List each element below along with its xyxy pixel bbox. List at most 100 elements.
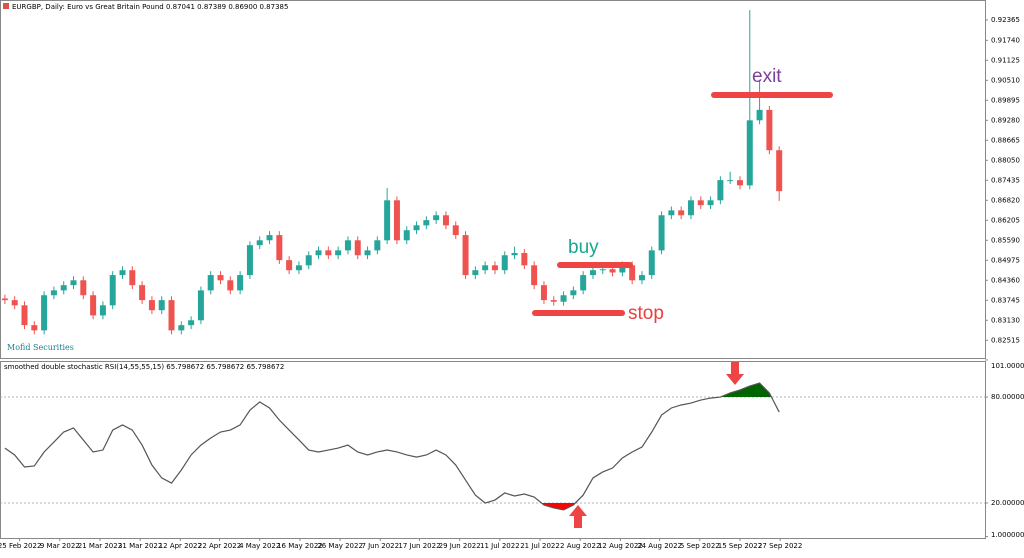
candle-body: [384, 200, 391, 241]
candle-body: [90, 295, 97, 316]
candle-body: [687, 200, 694, 216]
candle-body: [197, 290, 204, 321]
y-tick-label: 0.82515: [991, 336, 1020, 344]
candle-body: [374, 240, 381, 251]
stop-label: stop: [628, 303, 664, 324]
x-tick-label: 12 Aug 2022: [598, 542, 643, 550]
indicator-panel: [0, 361, 986, 539]
y-tick-label: 0.88050: [991, 156, 1020, 164]
exit-label: exit: [752, 66, 782, 87]
y-tick-label: 0.89280: [991, 116, 1020, 124]
candle-body: [188, 320, 195, 326]
x-tick-label: 7 Jun 2022: [361, 542, 399, 550]
candle-body: [21, 305, 28, 326]
x-tick-label: 16 May 2022: [277, 542, 323, 550]
y-tick-label: 0.87435: [991, 176, 1020, 184]
candle-body: [413, 225, 420, 231]
candle-body: [452, 225, 459, 236]
y-tick-label: 0.91125: [991, 56, 1020, 64]
x-tick-label: 24 Aug 2022: [637, 542, 682, 550]
candle-body: [11, 300, 18, 306]
chart-title: EURGBP, Daily: Euro vs Great Britain Pou…: [12, 3, 288, 11]
candle-body: [403, 230, 410, 241]
candle-body: [521, 252, 528, 266]
x-tick-label: 5 Sep 2022: [680, 542, 720, 550]
candle-body: [678, 210, 685, 216]
candle-body: [158, 300, 165, 311]
candle-body: [629, 265, 636, 281]
candle-body: [266, 235, 273, 241]
x-tick-label: 31 Mar 2022: [118, 542, 162, 550]
arrow-up: [569, 505, 587, 528]
candle-body: [462, 235, 469, 276]
x-tick-label: 21 Mar 2022: [78, 542, 122, 550]
candle-body: [756, 109, 763, 121]
candle-body: [697, 200, 704, 206]
annotations: buy stop exit: [532, 66, 833, 528]
y-tick-label: 0.89895: [991, 96, 1020, 104]
candle-body: [736, 180, 743, 186]
y-tick-label: 20.000000: [991, 499, 1024, 507]
candle-body: [589, 270, 596, 276]
x-tick-label: 4 May 2022: [239, 542, 280, 550]
candle-body: [638, 275, 645, 281]
candle-body: [31, 325, 38, 331]
indicator-line: [4, 382, 780, 511]
arrow-down: [726, 362, 744, 385]
candle-body: [50, 290, 57, 296]
candle-body: [776, 150, 783, 192]
x-tick-label: 17 Jun 2022: [398, 542, 440, 550]
x-tick-label: 22 Apr 2022: [198, 542, 241, 550]
candle-body: [648, 250, 655, 276]
candle-body: [246, 245, 253, 276]
y-tick-label: 0.90510: [991, 76, 1020, 84]
x-tick-label: 12 Apr 2022: [159, 542, 202, 550]
watermark: Mofid Securities: [7, 343, 74, 352]
y-tick-label: 80.000000: [991, 393, 1024, 401]
x-tick-label: 11 Jul 2022: [480, 542, 520, 550]
candle-body: [80, 280, 87, 296]
candle-body: [423, 220, 430, 226]
x-tick-label: 21 Jul 2022: [520, 542, 560, 550]
candle-body: [276, 235, 283, 261]
candle-body: [295, 265, 302, 271]
candle-body: [766, 109, 773, 151]
candle-body: [207, 275, 214, 291]
candle-body: [531, 265, 538, 286]
y-tick-label: 0.84975: [991, 256, 1020, 264]
candle-body: [433, 215, 440, 221]
x-tick-label: 29 Jun 2022: [439, 542, 481, 550]
x-tick-label: 26 May 2022: [317, 542, 363, 550]
y-tick-label: 0.83130: [991, 316, 1020, 324]
candle-body: [442, 215, 449, 226]
indicator-title: smoothed double stochastic RSI(14,55,55,…: [4, 363, 284, 371]
candle-body: [472, 270, 479, 276]
candle-body: [609, 269, 616, 273]
candle-body: [570, 290, 577, 296]
y-tick-label: 0.91740: [991, 36, 1020, 44]
candle-body: [41, 295, 48, 331]
y-tick-label: 0.86820: [991, 196, 1020, 204]
candle-body: [178, 325, 185, 331]
y-tick-label: 0.92365: [991, 16, 1020, 24]
y-tick-label: 0.83745: [991, 296, 1020, 304]
candle-body: [717, 180, 724, 201]
candle-body: [168, 300, 175, 331]
x-tick-label: 9 Mar 2022: [40, 542, 80, 550]
y-tick-label: 0.86205: [991, 216, 1020, 224]
candle-body: [599, 269, 606, 271]
candle-body: [217, 275, 224, 281]
candle-body: [1, 298, 8, 301]
x-tick-label: 25 Feb 2022: [0, 542, 41, 550]
candle-body: [393, 200, 400, 241]
x-tick-label: 2 Aug 2022: [560, 542, 600, 550]
candle-body: [148, 300, 155, 311]
x-tick-label: 15 Sep 2022: [718, 542, 762, 550]
candle-body: [256, 240, 263, 246]
candle-body: [139, 285, 146, 301]
candle-body: [364, 250, 371, 256]
candle-body: [109, 275, 116, 306]
candle-body: [237, 275, 244, 291]
